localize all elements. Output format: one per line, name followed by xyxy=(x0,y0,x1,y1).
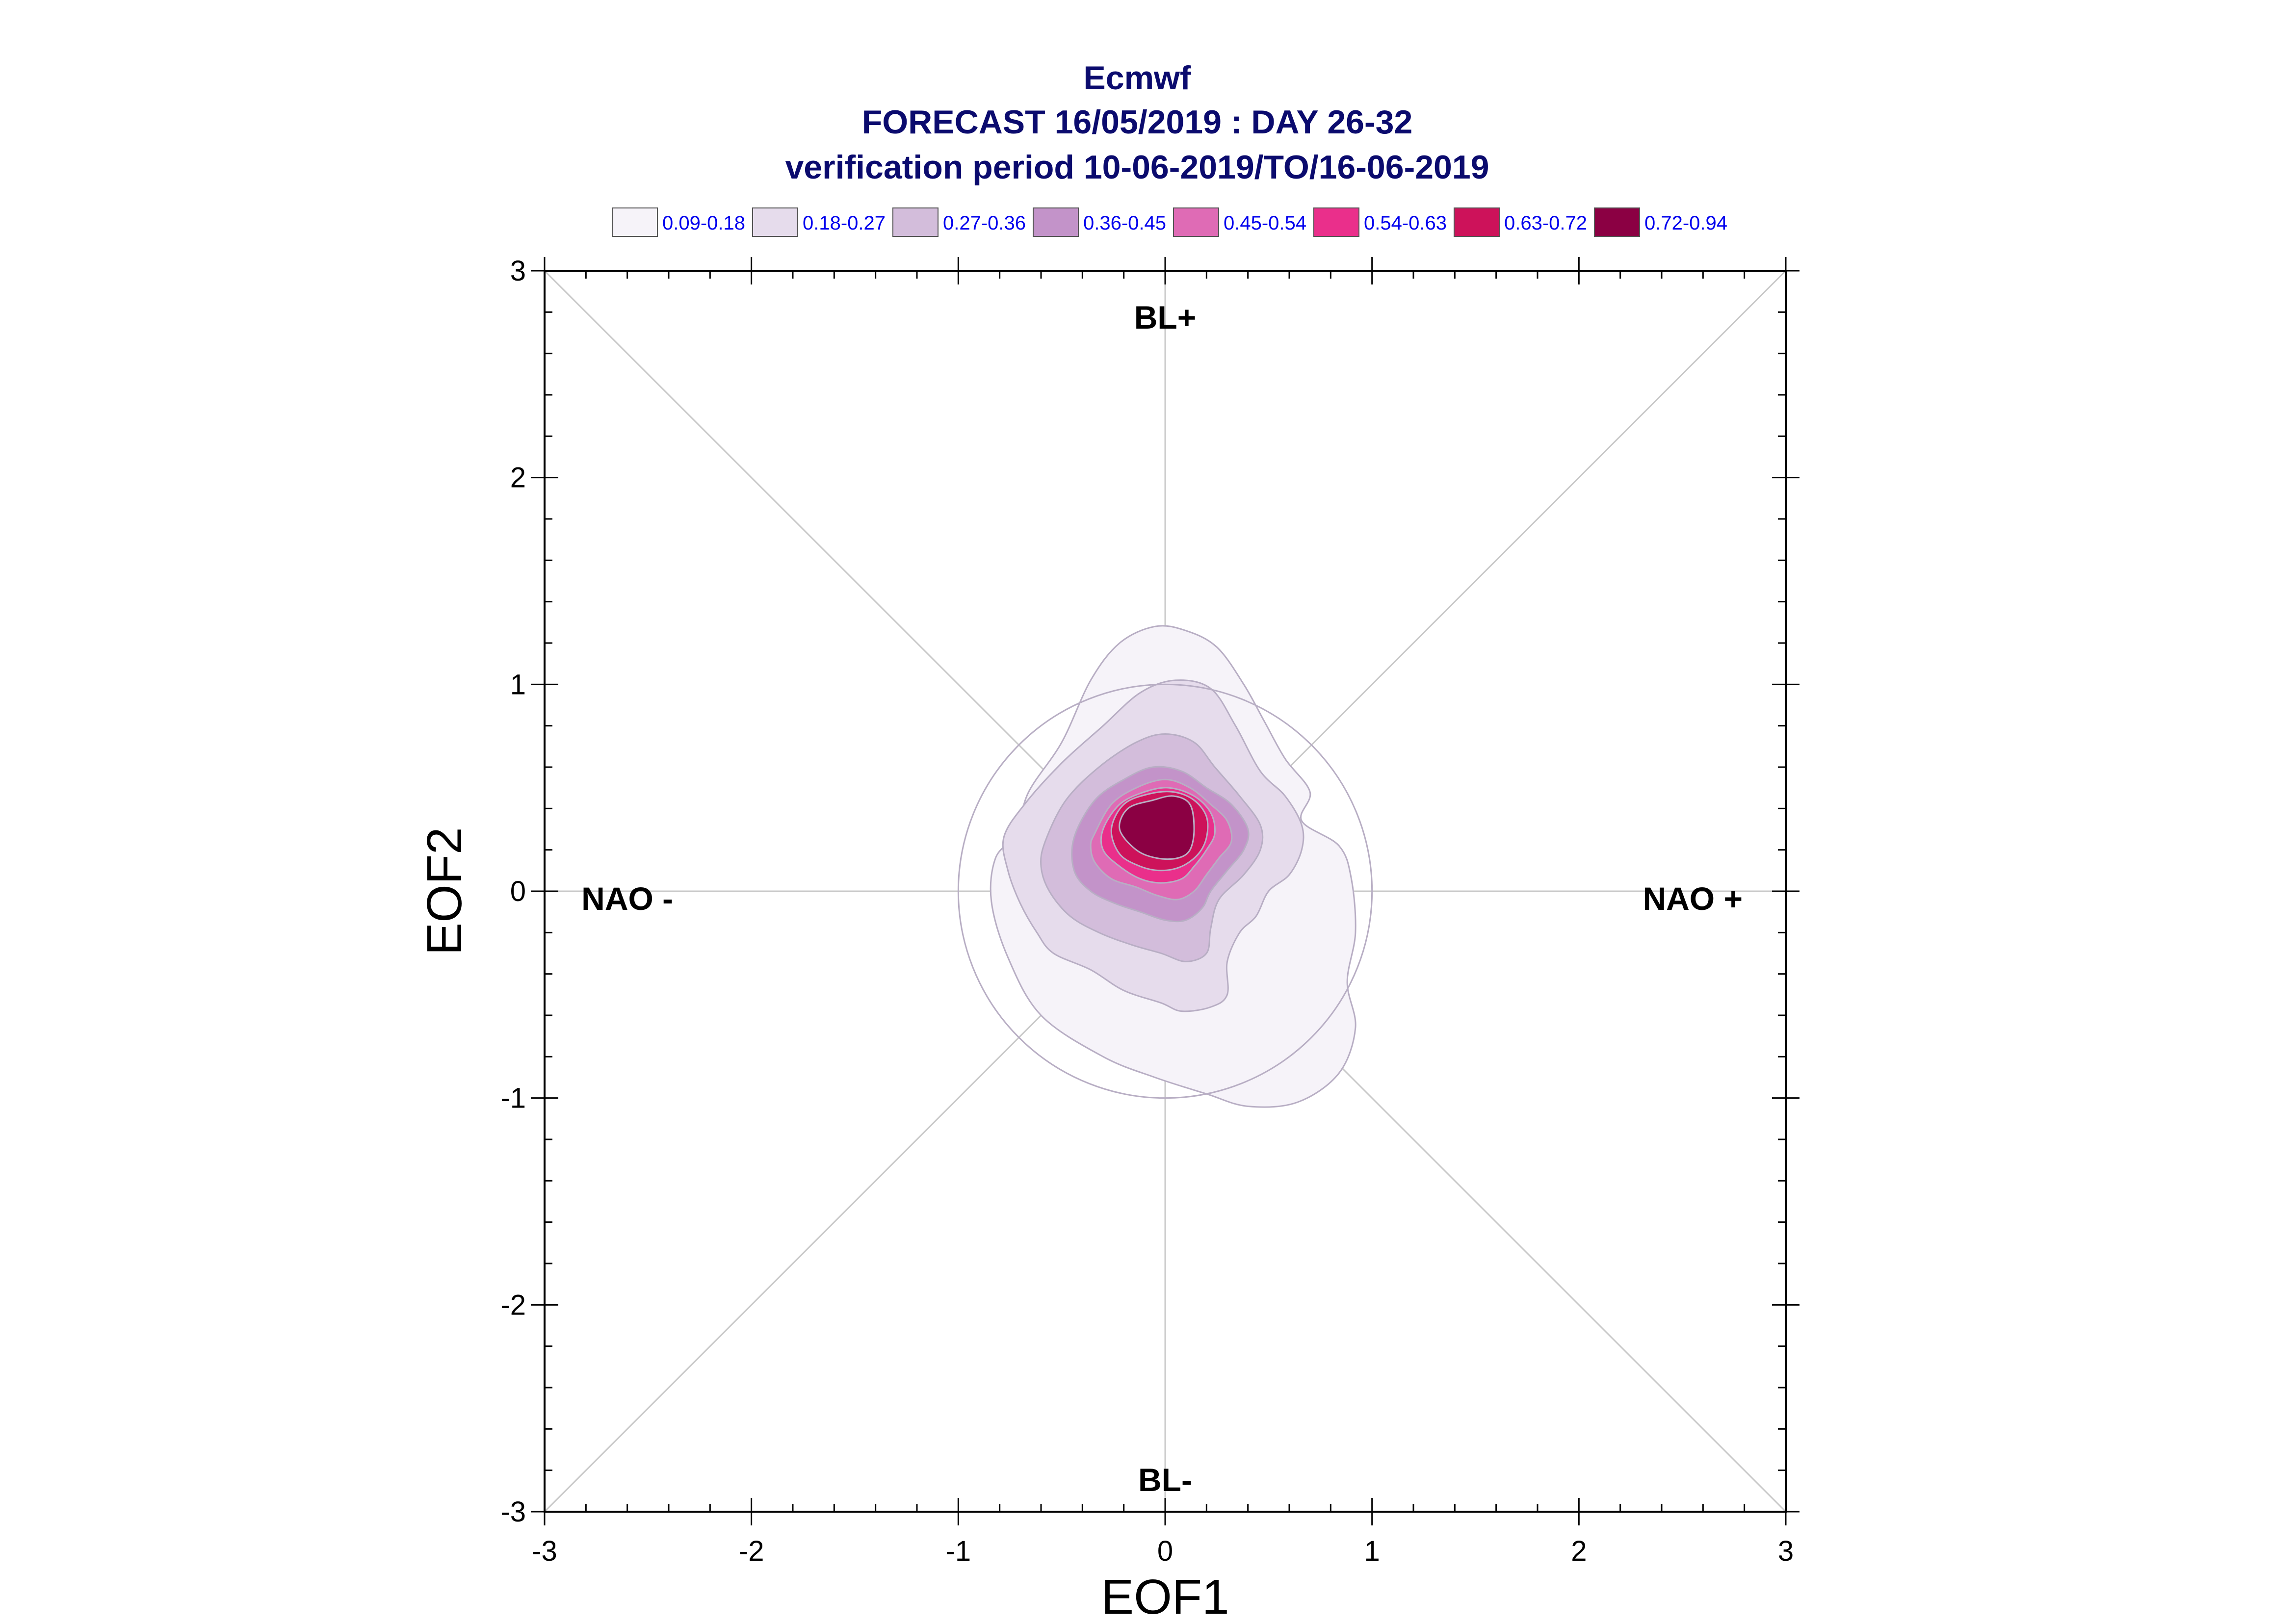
legend-swatch xyxy=(612,207,658,237)
legend-label: 0.72-0.94 xyxy=(1644,212,1727,234)
y-tick-label: -3 xyxy=(500,1496,526,1528)
y-tick-label: 1 xyxy=(510,669,526,700)
axis-ticks xyxy=(531,257,1799,1525)
legend-swatch xyxy=(1313,207,1359,237)
regime-label: BL- xyxy=(1138,1462,1192,1498)
legend-label: 0.63-0.72 xyxy=(1504,212,1587,234)
y-tick-label: -2 xyxy=(500,1289,526,1321)
title-line-1: Ecmwf xyxy=(1083,59,1191,97)
legend-label: 0.54-0.63 xyxy=(1364,212,1447,234)
regime-labels: BL+ BL- NAO - NAO + xyxy=(581,299,1743,1498)
legend-label: 0.18-0.27 xyxy=(803,212,886,234)
x-tick-label: -2 xyxy=(739,1535,764,1567)
legend-label: 0.09-0.18 xyxy=(662,212,745,234)
y-tick-label: 3 xyxy=(510,255,526,287)
y-axis-title: EOF2 xyxy=(417,827,472,955)
tick-labels: -3 -2 -1 0 1 2 3 -3 -2 -1 0 1 2 3 xyxy=(500,255,1794,1567)
legend-swatch xyxy=(1594,207,1640,237)
regime-label: BL+ xyxy=(1134,299,1197,335)
y-tick-label: 2 xyxy=(510,462,526,494)
x-tick-label: 2 xyxy=(1571,1535,1587,1567)
reference-circle xyxy=(957,683,1373,1099)
title-line-2: FORECAST 16/05/2019 : DAY 26-32 xyxy=(862,103,1413,141)
title-line-3: verification period 10-06-2019/TO/16-06-… xyxy=(785,149,1489,186)
contour-level xyxy=(1119,795,1195,860)
legend: 0.09-0.18 0.18-0.27 0.27-0.36 0.36-0.45 0.45… xyxy=(612,207,1727,237)
x-tick-label: 0 xyxy=(1157,1535,1173,1567)
y-tick-label: 0 xyxy=(510,876,526,907)
y-tick-label: -1 xyxy=(500,1083,526,1114)
plot-area: BL+ BL- NAO - NAO + -3 -2 -1 0 1 2 3 -3 -2 -1 0 1 2 3 xyxy=(500,255,1799,1567)
legend-swatch xyxy=(1033,207,1079,237)
x-tick-label: 1 xyxy=(1364,1535,1380,1567)
legend-swatch xyxy=(1173,207,1219,237)
legend-label: 0.45-0.54 xyxy=(1224,212,1306,234)
legend-label: 0.36-0.45 xyxy=(1083,212,1166,234)
x-axis-title: EOF1 xyxy=(1101,1570,1229,1624)
chart-title: Ecmwf FORECAST 16/05/2019 : DAY 26-32 ve… xyxy=(785,59,1489,186)
legend-label: 0.27-0.36 xyxy=(943,212,1026,234)
density-contours xyxy=(990,625,1356,1108)
x-tick-label: -3 xyxy=(532,1535,557,1567)
legend-swatch xyxy=(752,207,798,237)
legend-swatch xyxy=(892,207,939,237)
regime-label: NAO - xyxy=(581,880,673,917)
regime-label: NAO + xyxy=(1643,880,1743,917)
x-tick-label: 3 xyxy=(1778,1535,1794,1567)
x-tick-label: -1 xyxy=(946,1535,971,1567)
legend-swatch xyxy=(1454,207,1500,237)
